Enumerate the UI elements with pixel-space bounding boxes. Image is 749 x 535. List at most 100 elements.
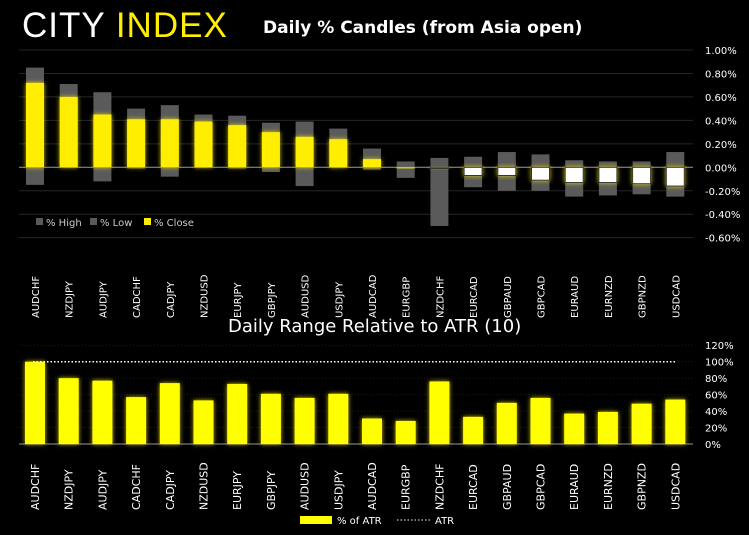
y-tick-label: -0.40% [705, 210, 740, 221]
y-tick-label: 120% [705, 341, 734, 352]
legend-swatch [144, 218, 151, 225]
close-bar [429, 166, 449, 169]
legend-label: % High [46, 218, 82, 229]
close-bar [396, 167, 415, 169]
atr-bar [631, 403, 652, 444]
y-tick-label: -0.60% [705, 234, 740, 245]
high-low-bar [430, 157, 449, 226]
atr-bar [328, 393, 349, 444]
x-tick-label: NZDJPY [65, 280, 76, 318]
y-tick-label: 0.00% [705, 163, 737, 174]
high-low-bar [396, 161, 415, 178]
atr-bar [159, 383, 180, 444]
atr-bar [294, 397, 315, 444]
x-tick-label: NZDJPY [63, 469, 76, 510]
x-tick-label: GBPCAD [537, 276, 548, 318]
x-tick-label: AUDCHF [31, 276, 42, 318]
legend-swatch [90, 218, 97, 225]
x-tick-label: NZDUSD [200, 274, 211, 318]
atr-bar [665, 399, 686, 444]
close-bar [497, 166, 517, 177]
x-tick-label: USDJPY [332, 470, 345, 510]
close-bar [463, 166, 483, 177]
atr-bar [395, 420, 416, 444]
x-tick-label: EURJPY [231, 471, 244, 510]
atr-bar [193, 400, 214, 444]
city-index-logo: CITY INDEX [22, 6, 228, 45]
atr-bar [463, 416, 484, 444]
x-tick-label: USDJPY [334, 281, 345, 318]
atr-bar [362, 418, 382, 444]
y-tick-label: 80% [705, 374, 727, 385]
x-tick-label: CADCHF [130, 464, 143, 510]
x-tick-label: EURAUD [570, 276, 581, 318]
x-tick-label: USDCAD [671, 275, 682, 318]
x-tick-label: GBPNZD [636, 463, 649, 510]
x-tick-label: AUDUSD [301, 274, 312, 318]
atr-bar [530, 397, 551, 444]
x-tick-label: EURCAD [467, 464, 480, 510]
legend-label: % Close [154, 218, 194, 229]
x-tick-label: EURNZD [604, 275, 615, 318]
atr-bar [260, 393, 281, 444]
x-tick-label: EURNZD [602, 463, 615, 510]
x-tick-label: EURCAD [469, 276, 480, 318]
x-tick-label: GBPAUD [503, 276, 514, 318]
close-bar [59, 96, 78, 168]
chart-title-atr: Daily Range Relative to ATR (10) [228, 316, 522, 337]
x-tick-label: CADCHF [132, 276, 143, 318]
atr-bar [227, 383, 248, 444]
atr-bar [496, 402, 517, 444]
x-tick-label: GBPJPY [265, 471, 278, 510]
atr-bar [92, 380, 113, 444]
x-tick-label: NZDCHF [433, 463, 446, 510]
close-bar [564, 166, 584, 184]
legend-label: % Low [100, 218, 132, 229]
y-tick-label: 100% [705, 358, 734, 369]
close-bar [665, 166, 685, 187]
atr-bar [564, 413, 585, 444]
close-bar [26, 82, 44, 168]
legend-swatch [36, 218, 43, 225]
y-tick-label: 0.80% [705, 69, 737, 80]
legend-label: ATR [435, 516, 454, 527]
x-tick-label: EURAUD [568, 464, 581, 510]
x-tick-label: GBPCAD [535, 464, 548, 510]
x-tick-label: AUDJPY [98, 280, 109, 318]
x-tick-label: EURJPY [233, 282, 244, 318]
atr-bar [429, 381, 450, 444]
atr-bar [126, 397, 147, 444]
legend-label: % of ATR [337, 516, 382, 527]
close-bar [194, 121, 213, 168]
close-bar [295, 136, 314, 168]
close-bar [228, 125, 247, 168]
x-tick-label: AUDJPY [96, 469, 109, 510]
close-bar [531, 166, 550, 181]
x-tick-label: EURGBP [400, 464, 413, 510]
x-tick-label: AUDCHF [29, 464, 42, 510]
y-tick-label: 40% [705, 407, 727, 418]
y-tick-label: 0.20% [705, 140, 737, 151]
y-tick-label: 1.00% [705, 46, 737, 57]
x-tick-label: NZDUSD [198, 462, 211, 510]
x-tick-label: GBPNZD [638, 275, 649, 318]
close-bar [329, 139, 348, 168]
x-tick-label: CADJPY [166, 281, 177, 318]
legend-swatch [300, 516, 332, 524]
x-tick-label: CADJPY [164, 470, 177, 510]
y-tick-label: 0.60% [705, 93, 737, 104]
y-tick-label: -0.20% [705, 187, 740, 198]
close-bar [93, 114, 112, 168]
close-bar [632, 166, 652, 185]
x-tick-label: NZDCHF [435, 275, 446, 318]
close-bar [160, 119, 179, 168]
y-tick-label: 60% [705, 391, 727, 402]
x-tick-label: AUDCAD [366, 462, 379, 510]
y-tick-label: 0.40% [705, 116, 737, 127]
x-tick-label: EURGBP [402, 277, 413, 318]
atr-bar [25, 361, 45, 444]
chart-title-candles: Daily % Candles (from Asia open) [263, 18, 583, 38]
close-bar [127, 119, 146, 168]
close-bar [363, 159, 381, 168]
